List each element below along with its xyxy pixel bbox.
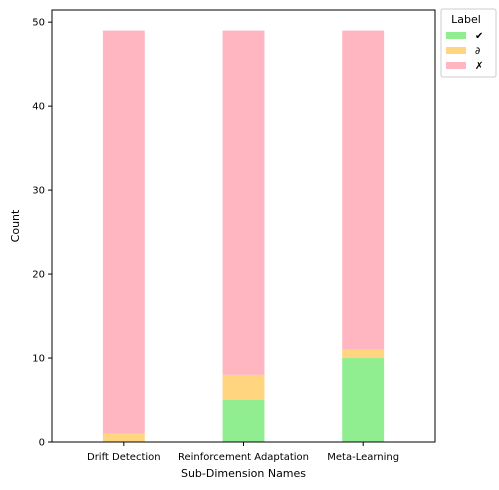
legend-title: Label (451, 13, 481, 26)
bar-meta-learning-series-2 (342, 30, 385, 350)
bar-reinforcement-adaptation-series-0 (222, 400, 265, 442)
y-tick-label: 40 (32, 102, 45, 113)
x-axis: Drift Detection Reinforcement Adaptation M… (87, 442, 399, 463)
bar-meta-learning-series-1 (342, 349, 385, 359)
legend-label: ✗ (475, 61, 483, 72)
x-axis-title: Sub-Dimension Names (181, 467, 306, 480)
legend-label: ✔ (475, 31, 483, 42)
bars-layer (102, 30, 385, 442)
y-axis: 0 10 20 30 40 50 (32, 18, 52, 449)
y-tick-label: 10 (32, 354, 45, 365)
y-tick-label: 0 (39, 438, 45, 449)
bar-reinforcement-adaptation-series-1 (222, 374, 265, 401)
legend: Label ✔ ∂ ✗ (440, 8, 497, 78)
x-tick-label: Meta-Learning (327, 452, 399, 463)
y-tick-label: 30 (32, 186, 45, 197)
y-tick-label: 50 (32, 18, 45, 29)
x-tick-label: Drift Detection (87, 452, 161, 463)
y-axis-title: Count (9, 209, 22, 242)
legend-swatch (446, 62, 466, 69)
legend-items: ✔ ∂ ✗ (446, 31, 483, 72)
x-tick-label: Reinforcement Adaptation (178, 452, 309, 463)
bar-drift-detection-series-2 (102, 30, 145, 434)
legend-label: ∂ (475, 46, 480, 57)
bar-meta-learning-series-0 (342, 358, 385, 442)
legend-swatch (446, 32, 466, 39)
bar-drift-detection-series-1 (102, 433, 145, 442)
y-tick-label: 20 (32, 270, 45, 281)
bar-reinforcement-adaptation-series-2 (222, 30, 265, 375)
legend-frame (440, 8, 497, 78)
legend-swatch (446, 47, 466, 54)
